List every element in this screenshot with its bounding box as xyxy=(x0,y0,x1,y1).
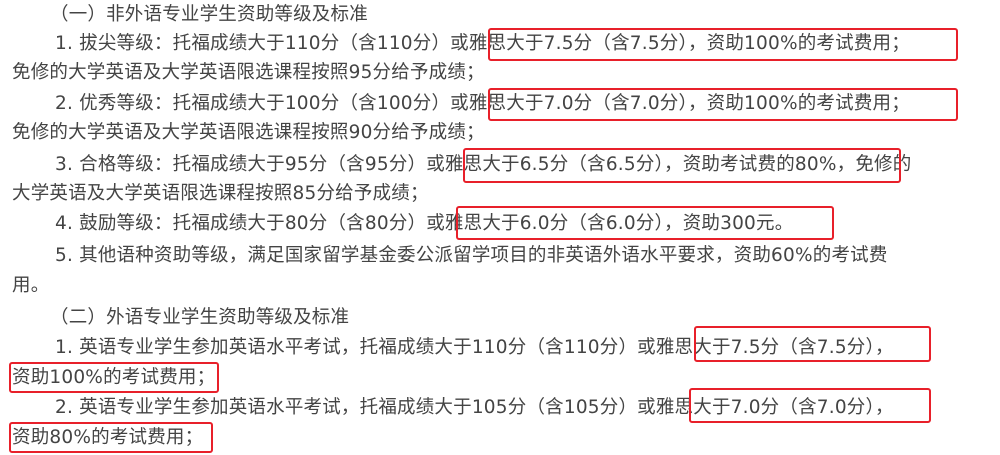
highlight-box xyxy=(456,206,834,240)
paragraph-line: 5. 其他语种资助等级，满足国家留学基金委公派留学项目的非英语外语水平要求，资助… xyxy=(55,245,888,266)
paragraph-line: 资助100%的考试费用； xyxy=(12,367,216,388)
paragraph-line: 4. 鼓励等级：托福成绩大于80分（含80分）或雅思大于6.0分（含6.0分），… xyxy=(55,213,794,234)
paragraph-line: 1. 拔尖等级：托福成绩大于110分（含110分）或雅思大于7.5分（含7.5分… xyxy=(55,33,910,54)
paragraph-line: 3. 合格等级：托福成绩大于95分（含95分）或雅思大于6.5分（含6.5分），… xyxy=(55,154,912,175)
highlight-box xyxy=(689,388,931,423)
section-heading-2: （二）外语专业学生资助等级及标准 xyxy=(50,307,350,328)
highlight-box xyxy=(9,362,219,393)
highlight-box xyxy=(463,148,901,183)
paragraph-line: 大学英语及大学英语限选课程按照85分给予成绩； xyxy=(12,183,429,204)
paragraph-line: 用。 xyxy=(12,275,50,296)
paragraph-line: 免修的大学英语及大学英语限选课程按照95分给予成绩； xyxy=(12,62,485,83)
paragraph-line: 1. 英语专业学生参加英语水平考试，托福成绩大于110分（含110分）或雅思大于… xyxy=(55,337,894,358)
highlight-box xyxy=(9,422,213,453)
section-heading-1: （一）非外语专业学生资助等级及标准 xyxy=(50,4,368,25)
highlight-box xyxy=(488,28,958,61)
highlight-box xyxy=(488,88,958,121)
paragraph-line: 免修的大学英语及大学英语限选课程按照90分给予成绩； xyxy=(12,122,485,143)
paragraph-line: 2. 英语专业学生参加英语水平考试，托福成绩大于105分（含105分）或雅思大于… xyxy=(55,397,894,418)
paragraph-line: 资助80%的考试费用； xyxy=(12,427,204,448)
highlight-box xyxy=(694,326,931,362)
paragraph-line: 2. 优秀等级：托福成绩大于100分（含100分）或雅思大于7.0分（含7.0分… xyxy=(55,93,910,114)
